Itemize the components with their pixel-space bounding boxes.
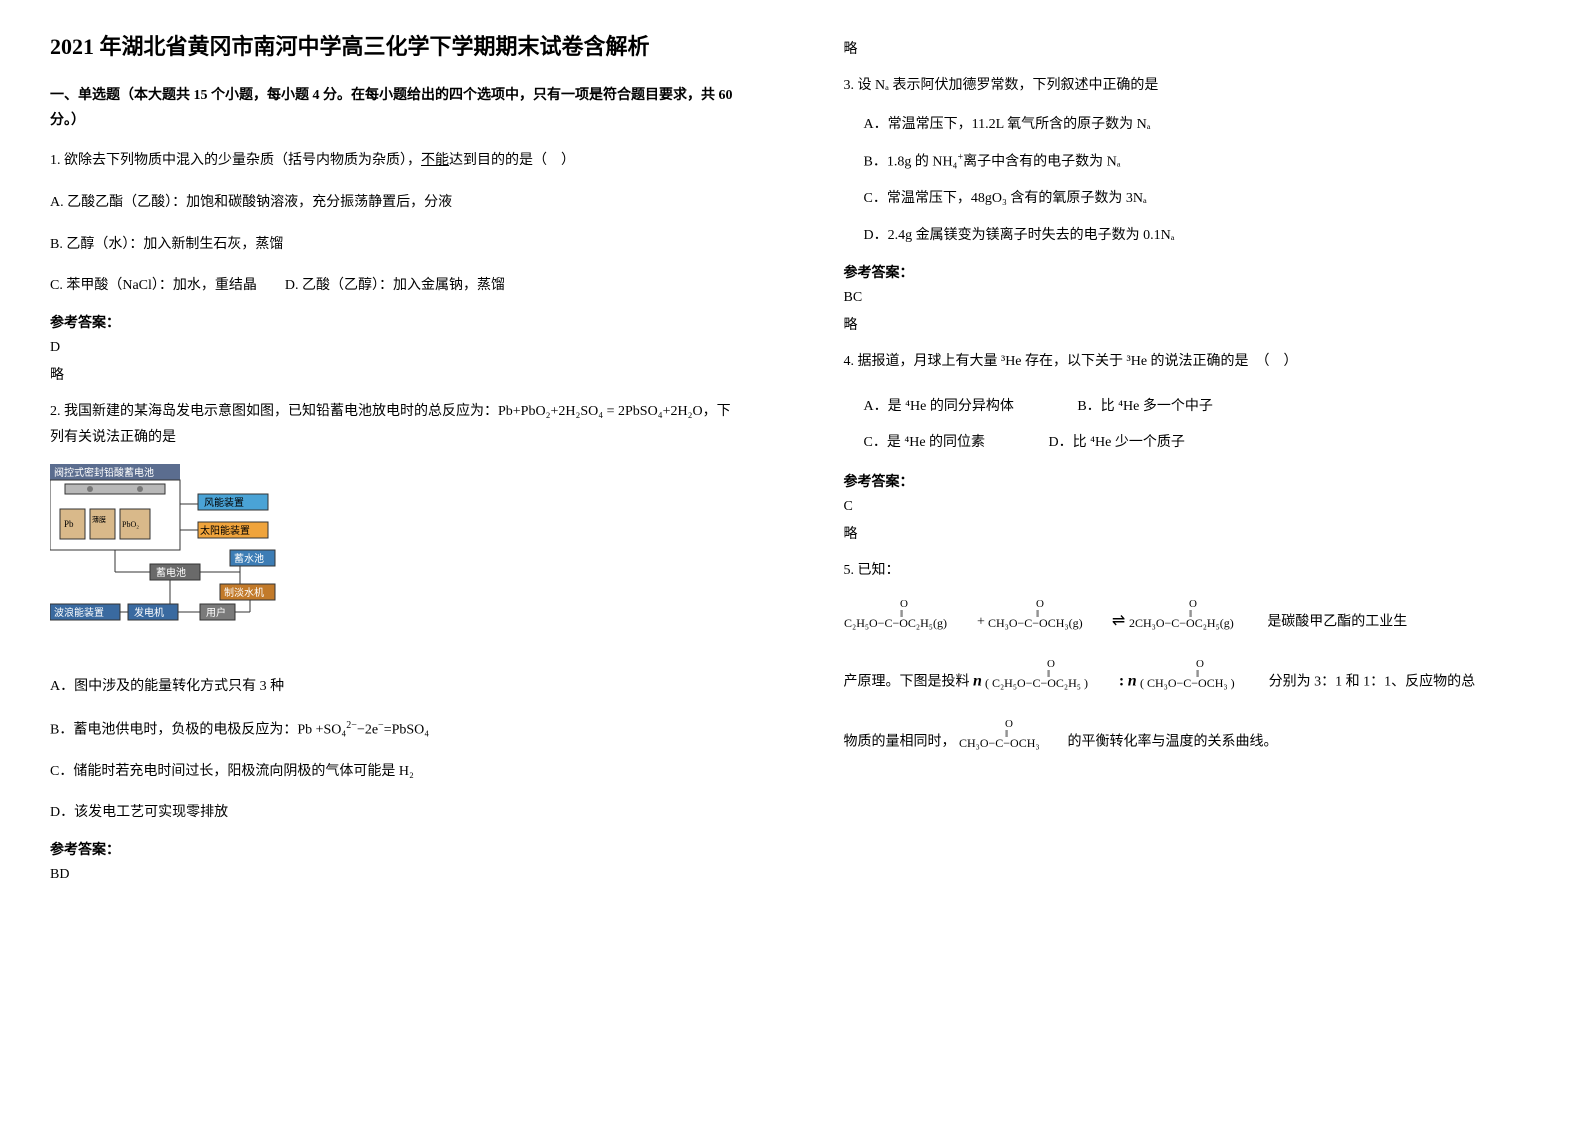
q5-n2-arg: O‖( CH₃O−C−OCH₃ ) [1140,657,1265,707]
q1-stem-prefix: 1. 欲除去下列物质中混入的少量杂质（括号内物质为杂质）， [50,153,421,168]
q5-reaction-line: O‖C₂H₅O−C−OC₂H₅(g) + O‖CH₃O−C−OCH₃(g) ⇌ … [844,597,1538,647]
svg-text:2CH₃O−C−OC₂H₅(g): 2CH₃O−C−OC₂H₅(g) [1129,616,1234,630]
q5-stem: 5. 已知： [844,558,1538,585]
q5-line2: 产原理。下图是投料 n O‖( C₂H₅O−C−OC₂H₅ ) : n O‖( … [844,657,1538,707]
q5-n1: n [973,672,982,689]
q1-option-cd: C. 苯甲酸（NaCl）：加水，重结晶 D. 乙酸（乙醇）：加入金属钠，蒸馏 [50,273,744,300]
q5-mid1: 产原理。下图是投料 [844,674,970,689]
q1-underlined: 不能 [421,153,449,168]
q3-b-suffix: 离子中含有的电子数为 Nₐ [963,155,1120,170]
q1-answer-label: 参考答案： [50,312,744,332]
pbo2-label: PbO₂ [122,520,139,529]
q4-answer: C [844,499,1538,515]
q5-reactant-1: O‖C₂H₅O−C−OC₂H₅(g) [844,597,974,647]
q3-answer: BC [844,290,1538,306]
q2-answer: BD [50,867,744,883]
q5-species: O‖CH₃O−C−OCH₃ [959,717,1064,767]
svg-text:( C₂H₅O−C−OC₂H₅ ): ( C₂H₅O−C−OC₂H₅ ) [985,676,1088,690]
diagram-title-text: 阀控式密封铅酸蓄电池 [54,466,154,479]
q5-n2: n [1128,672,1137,689]
gen-label: 发电机 [134,606,164,619]
membrane-label: 薄膜 [92,515,106,524]
q5-line3: 物质的量相同时， O‖CH₃O−C−OCH₃ 的平衡转化率与温度的关系曲线。 [844,717,1538,767]
svg-text:( CH₃O−C−OCH₃ ): ( CH₃O−C−OCH₃ ) [1140,676,1235,690]
q5-product: O‖2CH₃O−C−OC₂H₅(g) [1129,597,1264,647]
pool-label: 蓄水池 [234,552,264,565]
q4-option-c: C．是 ⁴He 的同位素 [864,431,986,451]
desal-label: 制淡水机 [224,586,264,599]
q2-stem: 2. 我国新建的某海岛发电示意图如图，已知铅蓄电池放电时的总反应为：Pb+PbO… [50,399,744,452]
q5-tail2: 分别为 3：1 和 1：1、反应物的总 [1269,674,1476,689]
q2-option-c: C．储能时若充电时间过长，阳极流向阴极的气体可能是 H₂ [50,759,744,786]
section-1-heading: 一、单选题（本大题共 15 个小题，每小题 4 分。在每小题给出的四个选项中，只… [50,83,744,133]
q5-colon: : [1119,672,1124,689]
q2-note: 略 [844,38,1538,58]
q1-option-b: B. 乙醇（水）：加入新制生石灰，蒸馏 [50,232,744,259]
q5-reactant-2: O‖CH₃O−C−OCH₃(g) [988,597,1108,647]
q1-answer: D [50,340,744,356]
q1-stem: 1. 欲除去下列物质中混入的少量杂质（括号内物质为杂质），不能达到目的的是（ ） [50,148,744,175]
q2-b-suffix: =PbSO₄ [384,722,429,737]
left-column: 2021 年湖北省黄冈市南河中学高三化学下学期期末试卷含解析 一、单选题（本大题… [0,0,794,1122]
battery-label: 蓄电池 [156,566,186,579]
q2-option-b: B．蓄电池供电时，负极的电极反应为：Pb +SO₄2−−2e−=PbSO₄ [50,716,744,744]
exam-title: 2021 年湖北省黄冈市南河中学高三化学下学期期末试卷含解析 [50,30,744,63]
pb-label: Pb [64,519,74,529]
q5-equil-arrow: ⇌ [1112,612,1125,629]
q3-stem: 3. 设 Nₐ 表示阿伏加德罗常数，下列叙述中正确的是 [844,73,1538,100]
q1-note: 略 [50,364,744,384]
q2-diagram: 阀控式密封铅酸蓄电池 Pb 薄膜 PbO₂ 风能装置 太阳能装置 蓄水池 [50,464,280,659]
q5-mid2: 物质的量相同时， [844,735,956,750]
q4-answer-label: 参考答案： [844,471,1538,491]
q2-answer-label: 参考答案： [50,839,744,859]
q3-option-b: B．1.8g 的 NH₄+离子中含有的电子数为 Nₐ [864,148,1538,176]
q4-stem: 4. 据报道，月球上有大量 ³He 存在，以下关于 ³He 的说法正确的是 （ … [844,349,1538,376]
q4-option-d: D．比 ⁴He 少一个质子 [1049,431,1185,451]
right-column: 略 3. 设 Nₐ 表示阿伏加德罗常数，下列叙述中正确的是 A．常温常压下，11… [794,0,1587,1122]
q5-tail1: 是碳酸甲乙酯的工业生 [1267,614,1407,629]
q1-option-a: A. 乙酸乙酯（乙酸）：加饱和碳酸钠溶液，充分振荡静置后，分液 [50,190,744,217]
user-label: 用户 [206,606,226,619]
q5-tail3: 的平衡转化率与温度的关系曲线。 [1068,735,1278,750]
q3-option-d: D．2.4g 金属镁变为镁离子时失去的电子数为 0.1Nₐ [864,223,1538,250]
q3-option-a: A．常温常压下，11.2L 氧气所含的原子数为 Nₐ [864,112,1538,139]
svg-text:CH₃O−C−OCH₃(g): CH₃O−C−OCH₃(g) [988,616,1083,630]
solar-label: 太阳能装置 [200,524,250,537]
q4-option-b: B．比 ⁴He 多一个中子 [1077,395,1213,415]
q5-plus: + [977,614,985,629]
q2-option-d: D．该发电工艺可实现零排放 [50,800,744,827]
q3-option-c: C．常温常压下，48gO₃ 含有的氧原子数为 3Nₐ [864,186,1538,213]
q2-b-mid: −2e [357,722,378,737]
q2-b-prefix: B．蓄电池供电时，负极的电极反应为：Pb +SO₄ [50,722,346,737]
q3-answer-label: 参考答案： [844,262,1538,282]
q3-b-prefix: B．1.8g 的 NH₄ [864,155,958,170]
wind-label: 风能装置 [204,496,244,509]
q1-stem-suffix: 达到目的的是（ ） [449,153,575,168]
svg-text:CH₃O−C−OCH₃: CH₃O−C−OCH₃ [959,736,1040,750]
q4-option-a: A．是 ⁴He 的同分异构体 [864,395,1014,415]
q2-b-sup1: 2− [346,720,357,731]
q5-n1-arg: O‖( C₂H₅O−C−OC₂H₅ ) [985,657,1115,707]
q2-option-a: A．图中涉及的能量转化方式只有 3 种 [50,674,744,701]
wave-label: 波浪能装置 [54,606,104,619]
svg-text:C₂H₅O−C−OC₂H₅(g): C₂H₅O−C−OC₂H₅(g) [844,616,947,630]
q3-note: 略 [844,314,1538,334]
q4-note: 略 [844,523,1538,543]
